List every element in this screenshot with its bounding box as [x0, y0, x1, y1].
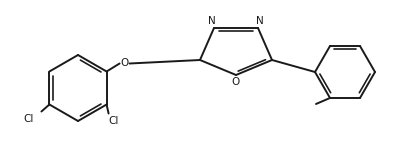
Text: Cl: Cl — [23, 113, 34, 124]
Text: Cl: Cl — [108, 115, 119, 126]
Text: O: O — [120, 58, 128, 67]
Text: O: O — [231, 77, 240, 87]
Text: N: N — [256, 16, 263, 26]
Text: N: N — [208, 16, 216, 26]
